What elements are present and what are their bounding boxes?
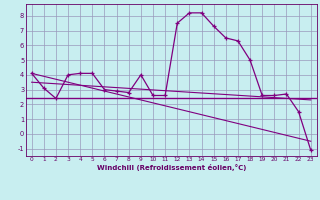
X-axis label: Windchill (Refroidissement éolien,°C): Windchill (Refroidissement éolien,°C) [97,164,246,171]
